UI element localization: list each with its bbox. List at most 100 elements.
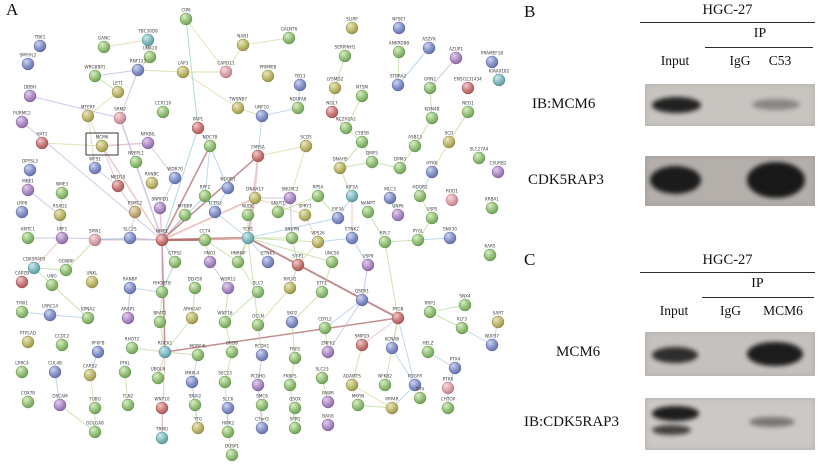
network-node — [241, 208, 255, 222]
network-node — [118, 365, 132, 379]
network-edge — [351, 344, 363, 386]
network-node — [485, 201, 499, 215]
network-node-label: TCEB3 — [207, 201, 222, 206]
network-edge — [33, 237, 63, 269]
network-node — [21, 231, 35, 245]
network-node — [23, 163, 37, 177]
network-node-label: KCZH2A2 — [336, 117, 356, 122]
network-node-label: NPEPL1 — [128, 151, 144, 156]
network-node-label: PTPLAD — [20, 331, 36, 336]
network-node — [151, 371, 165, 385]
network-node-label: CCP110 — [155, 101, 172, 106]
network-node-label: HIPK2 — [222, 421, 235, 426]
network-node — [15, 305, 29, 319]
network-node-label: MORF4L — [189, 344, 207, 349]
network-node — [425, 165, 439, 179]
network-node-label: HELZ — [423, 341, 434, 346]
network-node — [185, 311, 199, 325]
network-node-label: RHOBTB — [153, 281, 171, 286]
network-node — [203, 255, 217, 269]
network-node-label: NME1 — [156, 229, 168, 234]
network-node — [288, 351, 302, 365]
network-node-label: SPIN1 — [89, 229, 102, 234]
network-edge — [257, 287, 291, 326]
network-node-label: ETNK1 — [261, 251, 275, 256]
network-node — [333, 161, 347, 175]
network-node-label: SLC27A4 — [470, 147, 489, 152]
blot-row-label-cdk5rap3: CDK5RAP3 — [528, 172, 604, 188]
network-node-label: LET1 — [113, 81, 124, 86]
network-node — [218, 315, 232, 329]
network-node — [282, 31, 296, 45]
network-node — [125, 341, 139, 355]
network-node — [325, 255, 339, 269]
lane-label-input-c: Input — [659, 303, 689, 318]
network-node — [88, 69, 102, 83]
network-node-label: RPLP2 — [284, 277, 297, 282]
network-node — [261, 69, 275, 83]
network-node-label: NDUFA8 — [290, 97, 307, 102]
network-node-label: LRRC4 — [15, 361, 29, 366]
network-node — [355, 135, 369, 149]
network-node — [361, 205, 375, 219]
network-edge — [397, 317, 416, 386]
network-node-label: KPNA2 — [81, 307, 95, 312]
network-node — [285, 231, 299, 245]
network-node-label: PYGB — [392, 307, 403, 312]
lane-label-mcm6-c: MCM6 — [763, 303, 803, 318]
blot-band — [651, 406, 700, 421]
network-edge — [59, 404, 96, 433]
network-node — [361, 258, 375, 272]
network-node — [251, 378, 265, 392]
network-node-label: WNT16 — [217, 311, 232, 316]
network-node-label: BRAT1 — [153, 311, 167, 316]
network-node — [331, 211, 345, 225]
network-node-label: ANKRD8B — [389, 41, 410, 46]
blot-band — [651, 96, 702, 113]
blot-band — [651, 346, 698, 363]
panel-b-label: B — [524, 2, 536, 21]
network-node-label: DUSP1 — [225, 444, 239, 449]
network-node-label: NDOR1 — [220, 177, 236, 182]
network-node-label: SKP2 — [287, 311, 298, 316]
network-node-label: CSURB2 — [489, 161, 506, 166]
network-node — [449, 51, 463, 65]
network-node-label: HNRNP — [231, 251, 246, 256]
lane-label-igg-b: IgG — [729, 53, 751, 68]
network-node-label: CIP6 — [181, 8, 191, 13]
network-edge — [87, 115, 96, 169]
network-edge — [204, 237, 249, 241]
network-edge — [384, 241, 399, 319]
hgc-underline-b — [640, 22, 815, 24]
network-node-label: RPF2 — [200, 185, 211, 190]
network-node-label: DBBH — [24, 85, 36, 90]
network-node-label: UNC50 — [325, 251, 340, 256]
network-node — [422, 41, 436, 55]
network-node — [83, 368, 97, 382]
network-node-label: UNF10 — [255, 105, 269, 110]
network-node — [123, 231, 137, 245]
network-node-label: SNUT1 — [271, 201, 285, 206]
network-node — [27, 261, 41, 275]
network-node — [355, 89, 369, 103]
network-node — [485, 55, 499, 69]
network-node — [442, 135, 456, 149]
network-node — [158, 345, 172, 359]
network-node-label: SNX30 — [443, 227, 457, 232]
network-node-label: NT5M — [356, 85, 368, 90]
network-node — [423, 81, 437, 95]
network-node — [85, 275, 99, 289]
network-node-label: TBK1 — [34, 35, 46, 40]
network-edge — [49, 314, 89, 319]
network-node — [393, 161, 407, 175]
network-node — [198, 189, 212, 203]
network-node — [411, 233, 425, 247]
network-node-label: TCP1 — [242, 227, 254, 232]
ip-underline-c — [702, 297, 814, 299]
lane-label-c53-b: C53 — [768, 53, 792, 68]
network-node — [425, 111, 439, 125]
network-node — [365, 155, 379, 169]
blot-row-label-ib-mcm6: IB:MCM6 — [532, 96, 596, 112]
network-node-label: CYB5B — [355, 131, 369, 136]
